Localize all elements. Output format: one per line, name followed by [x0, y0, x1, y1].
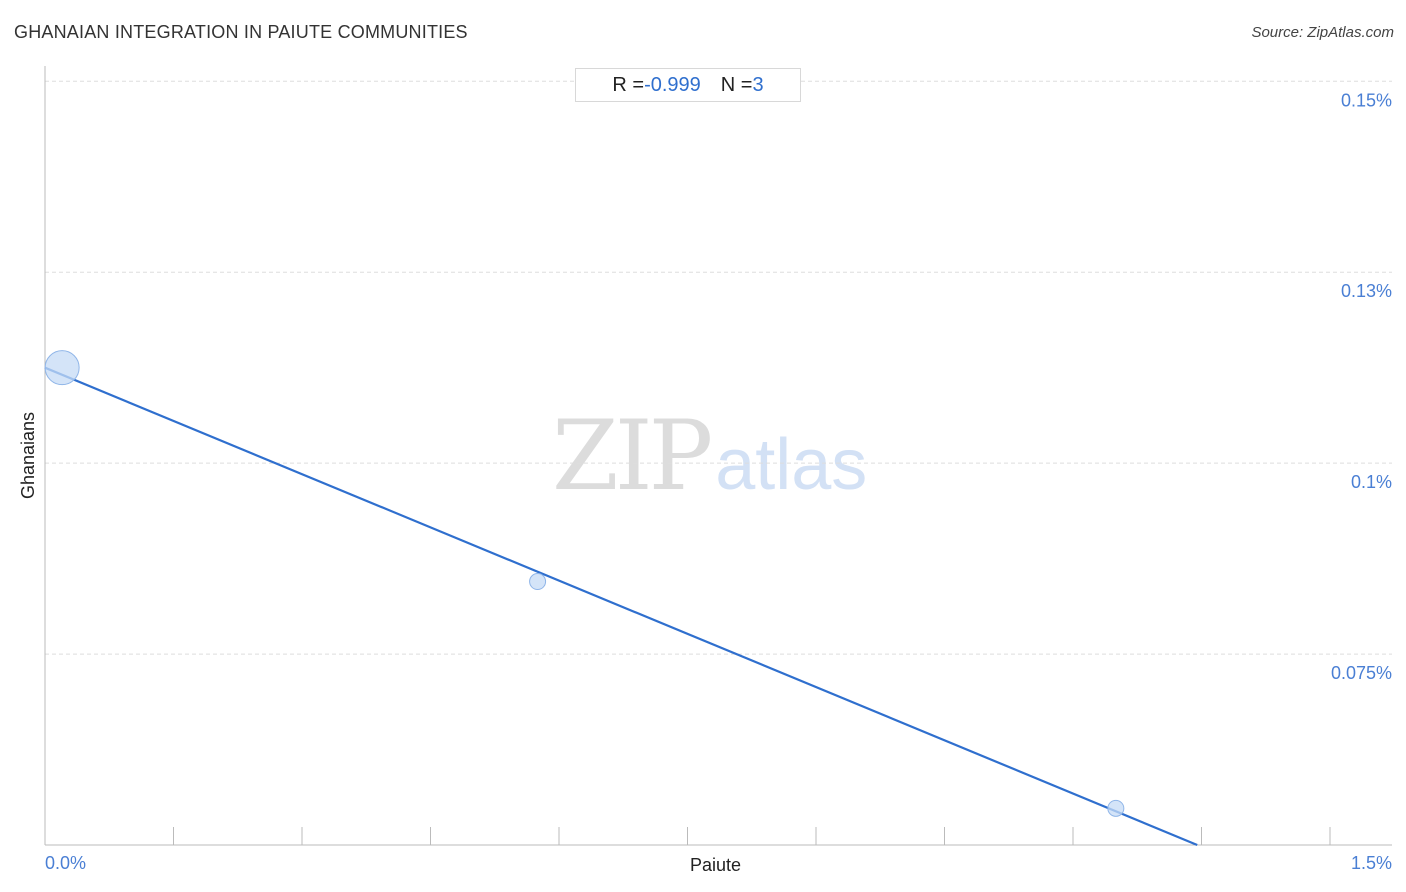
chart-title: GHANAIAN INTEGRATION IN PAIUTE COMMUNITI… [14, 22, 468, 42]
y-axis-title: Ghanaians [18, 412, 38, 499]
n-value: 3 [752, 73, 764, 96]
data-points [44, 350, 1125, 817]
r-label: R = [612, 73, 645, 96]
grid-lines [45, 80, 1392, 655]
x-axis-title: Paiute [690, 855, 741, 875]
tick-labels: 0.15% 0.13% 0.1% 0.075% 0.0% 1.5% Paiute Ghanai… [18, 90, 1392, 875]
r-value: -0.999 [644, 73, 701, 96]
trendline [44, 366, 1198, 847]
data-point [44, 350, 80, 386]
x-tick-label: 0.0% [45, 853, 86, 873]
axes [44, 66, 1392, 846]
data-point [1107, 799, 1125, 817]
x-tick-label: 1.5% [1351, 853, 1392, 873]
y-tick-label: 0.1% [1351, 472, 1392, 492]
y-tick-label: 0.075% [1331, 663, 1392, 683]
data-point [529, 573, 547, 591]
trendline-group [44, 366, 1198, 847]
y-tick-label: 0.15% [1341, 90, 1392, 110]
y-tick-label: 0.13% [1341, 281, 1392, 301]
correlation-box: R = -0.999 N = 3 [575, 68, 801, 102]
source-credit: Source: ZipAtlas.com [1251, 24, 1394, 41]
n-label: N = [720, 73, 753, 96]
